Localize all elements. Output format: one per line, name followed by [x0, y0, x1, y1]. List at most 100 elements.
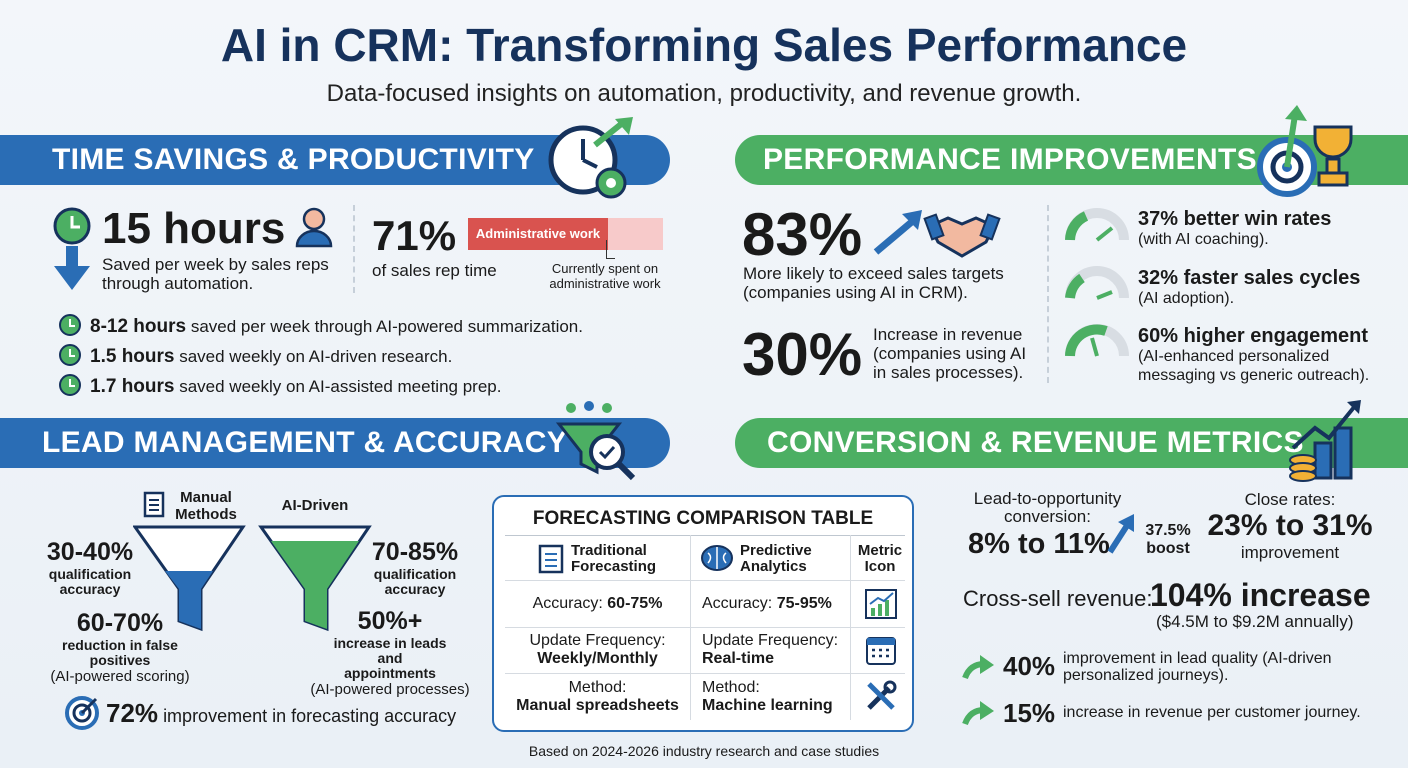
stat-text: reduction in false positives [62, 637, 178, 668]
stat-value: 23% to 31% [1207, 509, 1373, 542]
stat-value: 50%+ [357, 607, 423, 635]
gauge-text: (with AI coaching). [1138, 231, 1269, 248]
table-cell: Method: Machine learning [690, 673, 850, 720]
clock-down-icon [53, 207, 91, 290]
item-value: 8-12 hours [90, 316, 187, 337]
clock-icon [59, 344, 81, 366]
stat-value: 60-70% [76, 609, 164, 637]
stat-text: increase in revenue per customer journey… [1063, 704, 1361, 721]
growth-coins-icon [1289, 400, 1361, 482]
stat-label: Lead-to-opportunity conversion: [973, 489, 1122, 526]
stat-value: 40% [1003, 651, 1056, 681]
table-cell: Accuracy: 60-75% [505, 580, 690, 627]
gauge-icon [1065, 208, 1129, 242]
list-item: 8-12 hours saved per week through AI-pow… [58, 312, 583, 342]
cell-value: Real-time [702, 650, 775, 667]
gauge-title: 60% higher engagement [1138, 325, 1369, 347]
arrow-icon [1107, 514, 1134, 554]
stat-text: improvement in lead quality (AI-driven p… [1063, 650, 1332, 684]
arrow-icon [962, 701, 994, 726]
stat-text: increase in leads and appointments [333, 635, 447, 681]
leader-line [606, 240, 615, 259]
item-value: 1.5 hours [90, 346, 175, 367]
cell-label: Method: [568, 678, 627, 696]
stat-value: 8% to 11% [968, 528, 1110, 560]
column-header: Metric Icon [857, 542, 903, 575]
cell-value: Machine learning [702, 696, 833, 714]
cell-value: Weekly/Monthly [537, 650, 658, 667]
stat-block: 60-70% reduction in false positives (AI-po… [40, 609, 200, 685]
clipboard-icon [538, 544, 564, 574]
table-rule [690, 535, 691, 720]
brain-icon [701, 545, 733, 571]
clipboard-icon [143, 491, 165, 518]
table-rule [850, 535, 851, 720]
gauge-title: 32% faster sales cycles [1138, 267, 1361, 289]
table-cell: Accuracy: 75-95% [690, 580, 850, 627]
funnel-icon [555, 401, 636, 481]
table-card [492, 495, 914, 732]
stat-value: 72% [106, 698, 159, 728]
funnel-label: AI-Driven [281, 497, 349, 514]
gauge-text: (AI adoption). [1138, 290, 1235, 307]
target-icon [65, 696, 99, 730]
gauge-icon [1065, 324, 1129, 357]
list-item: 1.5 hours saved weekly on AI-driven rese… [58, 342, 583, 372]
tools-icon [867, 680, 897, 710]
cell-label: Accuracy: [702, 594, 773, 612]
calendar-icon [866, 637, 896, 665]
table-rule [505, 673, 905, 674]
footer: Based on 2024-2026 industry research and… [528, 743, 880, 759]
table-title: FORECASTING COMPARISON TABLE [532, 508, 874, 529]
bar-note: Currently spent on administrative work [549, 261, 661, 291]
arrow-handshake-icon [873, 210, 1001, 258]
person-icon [295, 207, 333, 248]
stat-note: (AI-powered scoring) [50, 668, 190, 685]
stat-note: ($4.5M to $9.2M annually) [1156, 612, 1354, 631]
cell-label: Method: [702, 678, 760, 696]
gauge-block: 37% better win rates (with AI coaching). [1138, 208, 1398, 249]
stat-text: qualification accuracy [48, 566, 132, 597]
stat-value: 15 hours [102, 204, 286, 253]
list-item: 1.7 hours saved weekly on AI-assisted me… [58, 372, 583, 402]
item-text: saved weekly on AI-assisted meeting prep… [179, 377, 502, 396]
funnel-label: Manual Methods [175, 489, 237, 523]
table-cell: Update Frequency: Weekly/Monthly [505, 627, 690, 673]
table-cell: Method: Manual spreadsheets [505, 673, 690, 720]
stat-text: of sales rep time [372, 261, 497, 280]
stat-line: 72% improvement in forecasting accuracy [106, 698, 456, 729]
stat-value: 30% [742, 321, 863, 388]
cell-label: Accuracy: [532, 594, 603, 612]
stat-text: improvement [1240, 543, 1340, 562]
stat-block: 50%+ increase in leads and appointments (A… [300, 607, 480, 698]
column-header: Traditional Forecasting [571, 542, 657, 575]
table-rule [505, 535, 905, 536]
cell-value: 75-95% [776, 594, 832, 612]
stat-value: 104% increase [1150, 577, 1371, 613]
stat-text: Saved per week by sales reps through aut… [102, 255, 329, 293]
stat-block: 30-40% qualification accuracy [30, 538, 150, 597]
cell-value: Manual spreadsheets [516, 696, 679, 714]
section-heading: PERFORMANCE IMPROVEMENTS [763, 143, 1257, 176]
clock-icon [59, 314, 81, 336]
stat-text: Increase in revenue (companies using AI … [873, 325, 1027, 382]
stat-value: 70-85% [371, 538, 459, 566]
table-rule [505, 580, 905, 581]
section-banner: LEAD MANAGEMENT & ACCURACY [0, 418, 670, 468]
stat-note: (AI-powered processes) [310, 681, 470, 698]
bar-fill: Administrative work [468, 218, 608, 250]
item-value: 1.7 hours [90, 376, 175, 397]
title: AI in CRM: Transforming Sales Performanc… [220, 19, 1188, 71]
section-heading: TIME SAVINGS & PRODUCTIVITY [52, 143, 535, 176]
divider [1047, 205, 1049, 383]
divider [353, 205, 355, 293]
table-cell: Update Frequency: Real-time [690, 627, 850, 673]
stat-value: 15% [1003, 698, 1056, 728]
table-rule [505, 627, 905, 628]
stat-value: 71% [372, 212, 457, 259]
stat-value: 83% [742, 201, 863, 268]
stat-text: qualification accuracy [373, 566, 457, 597]
stat-label: Close rates: [1244, 490, 1336, 509]
cell-label: Update Frequency: [702, 632, 839, 649]
